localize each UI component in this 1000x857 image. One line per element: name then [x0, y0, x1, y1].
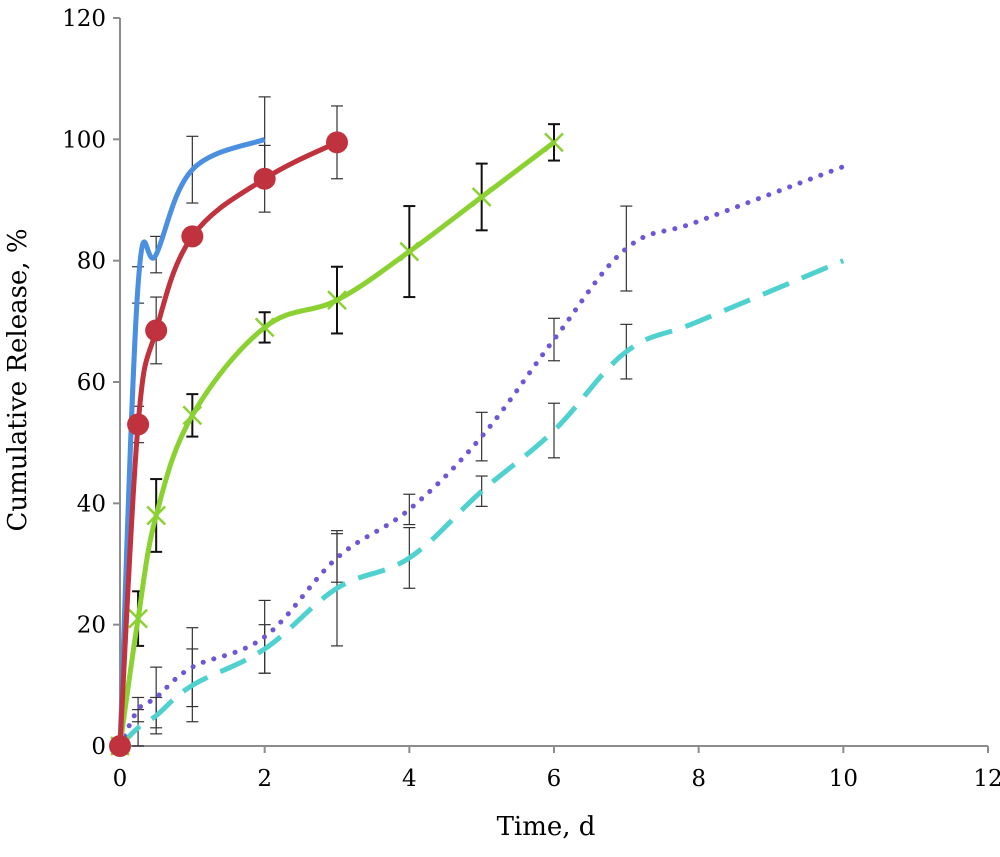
series-0-line	[117, 136, 266, 747]
y-tick-label: 80	[77, 249, 106, 275]
series-2-marker	[399, 241, 420, 262]
y-tick-label: 0	[91, 734, 106, 760]
series-1-marker	[326, 131, 348, 154]
y-axis-title: Cumulative Release, %	[3, 228, 33, 531]
series-3-error-bars	[132, 205, 633, 729]
x-tick-label: 0	[113, 766, 128, 792]
series-1-line	[117, 140, 339, 747]
series-1-marker	[181, 225, 204, 248]
x-tick-label: 8	[691, 766, 706, 792]
y-tick-label: 120	[62, 6, 106, 32]
x-axis-title: Time, d	[497, 812, 596, 842]
marker-stroke	[182, 405, 203, 426]
series-2-marker	[182, 405, 203, 426]
series-2-marker	[327, 290, 347, 310]
series-2-marker	[471, 187, 492, 207]
series-2-marker	[254, 317, 275, 338]
x-tick-label: 10	[829, 766, 858, 792]
series-1-marker	[109, 735, 131, 757]
y-tick-label: 100	[62, 127, 106, 153]
series-2-line	[117, 140, 556, 747]
marker-stroke	[399, 241, 420, 262]
x-tick-label: 4	[402, 766, 417, 792]
series-1-marker	[253, 167, 276, 190]
series-0-error-bars	[132, 96, 271, 304]
series-1-marker	[127, 413, 150, 436]
marker-stroke	[146, 505, 167, 526]
marker-stroke	[128, 608, 148, 629]
y-tick-label: 40	[77, 491, 106, 517]
series-2-error-bars	[132, 123, 560, 647]
x-tick-label: 12	[973, 766, 1000, 792]
marker-stroke	[254, 317, 275, 338]
marker-stroke	[471, 187, 492, 207]
series-2-marker	[128, 608, 148, 629]
x-tick-label: 6	[547, 766, 562, 792]
series-3-line	[117, 164, 846, 749]
series-1-marker	[145, 319, 168, 342]
marker-stroke	[327, 290, 347, 310]
x-tick-label: 2	[257, 766, 272, 792]
series-2-marker	[544, 132, 564, 153]
marker-stroke	[544, 132, 564, 153]
series-4-line	[118, 258, 845, 748]
y-tick-label: 20	[77, 613, 106, 639]
y-tick-label: 60	[77, 370, 106, 396]
series-2-marker	[146, 505, 167, 526]
